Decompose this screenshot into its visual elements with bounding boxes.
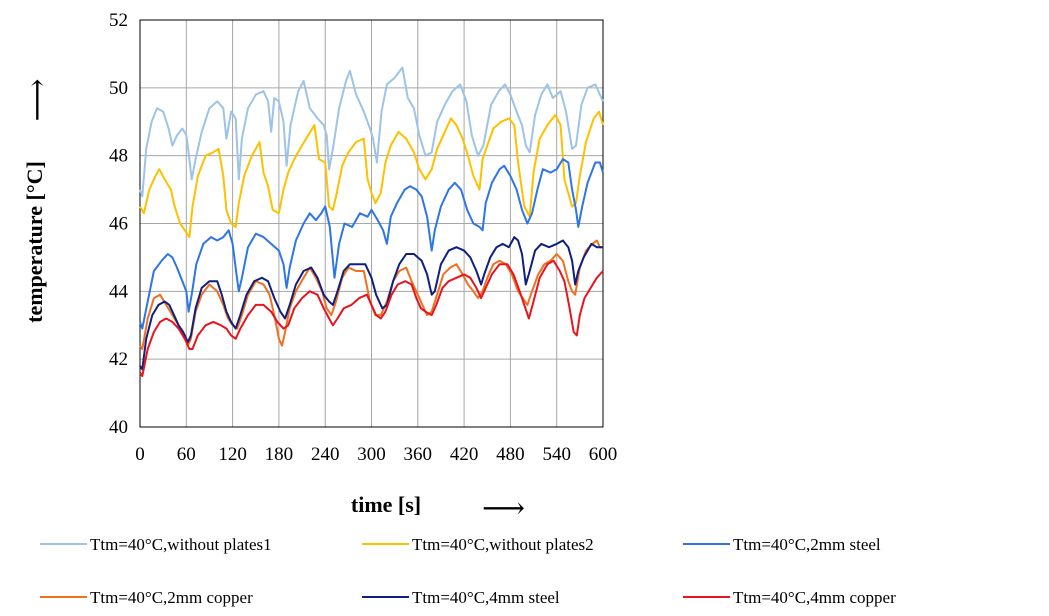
x-tick-label: 420 — [450, 444, 479, 465]
series-line-2 — [139, 110, 604, 239]
x-axis-ticks: 0 60 120 180 240 300 360 420 480 540 600 — [135, 444, 617, 465]
y-axis-arrow-icon: ⟶ — [21, 78, 54, 121]
x-tick-label: 540 — [542, 444, 571, 465]
x-tick-label: 180 — [265, 444, 294, 465]
y-tick-label: 46 — [109, 214, 128, 235]
x-tick-label: 600 — [589, 444, 618, 465]
series-line-3 — [139, 158, 604, 330]
y-tick-label: 42 — [109, 349, 128, 370]
legend-entry-label: Ttm=40°C,4mm steel — [412, 588, 560, 607]
series-line-6 — [139, 259, 604, 378]
legend-entry-label: Ttm=40°C,4mm copper — [733, 588, 896, 607]
legend-entry-label: Ttm=40°C,without plates2 — [412, 535, 594, 554]
x-axis-arrow-icon: ⟶ — [482, 492, 525, 525]
plot-area — [139, 19, 604, 428]
y-tick-label: 40 — [109, 417, 128, 438]
series-line-5 — [139, 236, 603, 371]
x-axis-title: time [s] — [351, 492, 421, 517]
x-tick-label: 0 — [135, 444, 145, 465]
series-line-1 — [139, 66, 604, 198]
series-lines — [139, 66, 604, 378]
y-axis-title: temperature [°C] — [22, 161, 47, 323]
legend: Ttm=40°C,without plates1 Ttm=40°C,without… — [40, 535, 896, 607]
grid — [139, 19, 604, 428]
y-tick-label: 52 — [109, 10, 128, 31]
x-tick-label: 240 — [311, 444, 340, 465]
x-tick-label: 120 — [218, 444, 247, 465]
legend-entry-label: Ttm=40°C,2mm steel — [733, 535, 881, 554]
y-axis-ticks: 40 42 44 46 48 50 52 — [109, 10, 129, 438]
legend-entry-label: Ttm=40°C,without plates1 — [90, 535, 272, 554]
legend-entry-label: Ttm=40°C,2mm copper — [90, 588, 253, 607]
y-tick-label: 50 — [109, 78, 128, 99]
y-tick-label: 44 — [109, 281, 129, 302]
y-tick-label: 48 — [109, 146, 128, 167]
x-tick-label: 60 — [177, 444, 196, 465]
x-tick-label: 300 — [357, 444, 386, 465]
x-tick-label: 360 — [404, 444, 433, 465]
x-tick-label: 480 — [496, 444, 525, 465]
